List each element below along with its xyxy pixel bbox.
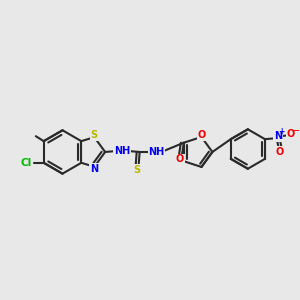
Text: NH: NH bbox=[114, 146, 130, 156]
Text: NH: NH bbox=[148, 147, 164, 157]
Text: Cl: Cl bbox=[20, 158, 32, 168]
Text: O: O bbox=[276, 147, 284, 157]
Text: O: O bbox=[176, 154, 184, 164]
Text: S: S bbox=[91, 130, 98, 140]
Text: −: − bbox=[292, 126, 299, 135]
Text: O: O bbox=[286, 129, 295, 139]
Text: +: + bbox=[279, 127, 285, 136]
Text: O: O bbox=[197, 130, 206, 140]
Text: N: N bbox=[274, 131, 282, 141]
Text: S: S bbox=[133, 165, 140, 175]
Text: N: N bbox=[90, 164, 98, 174]
